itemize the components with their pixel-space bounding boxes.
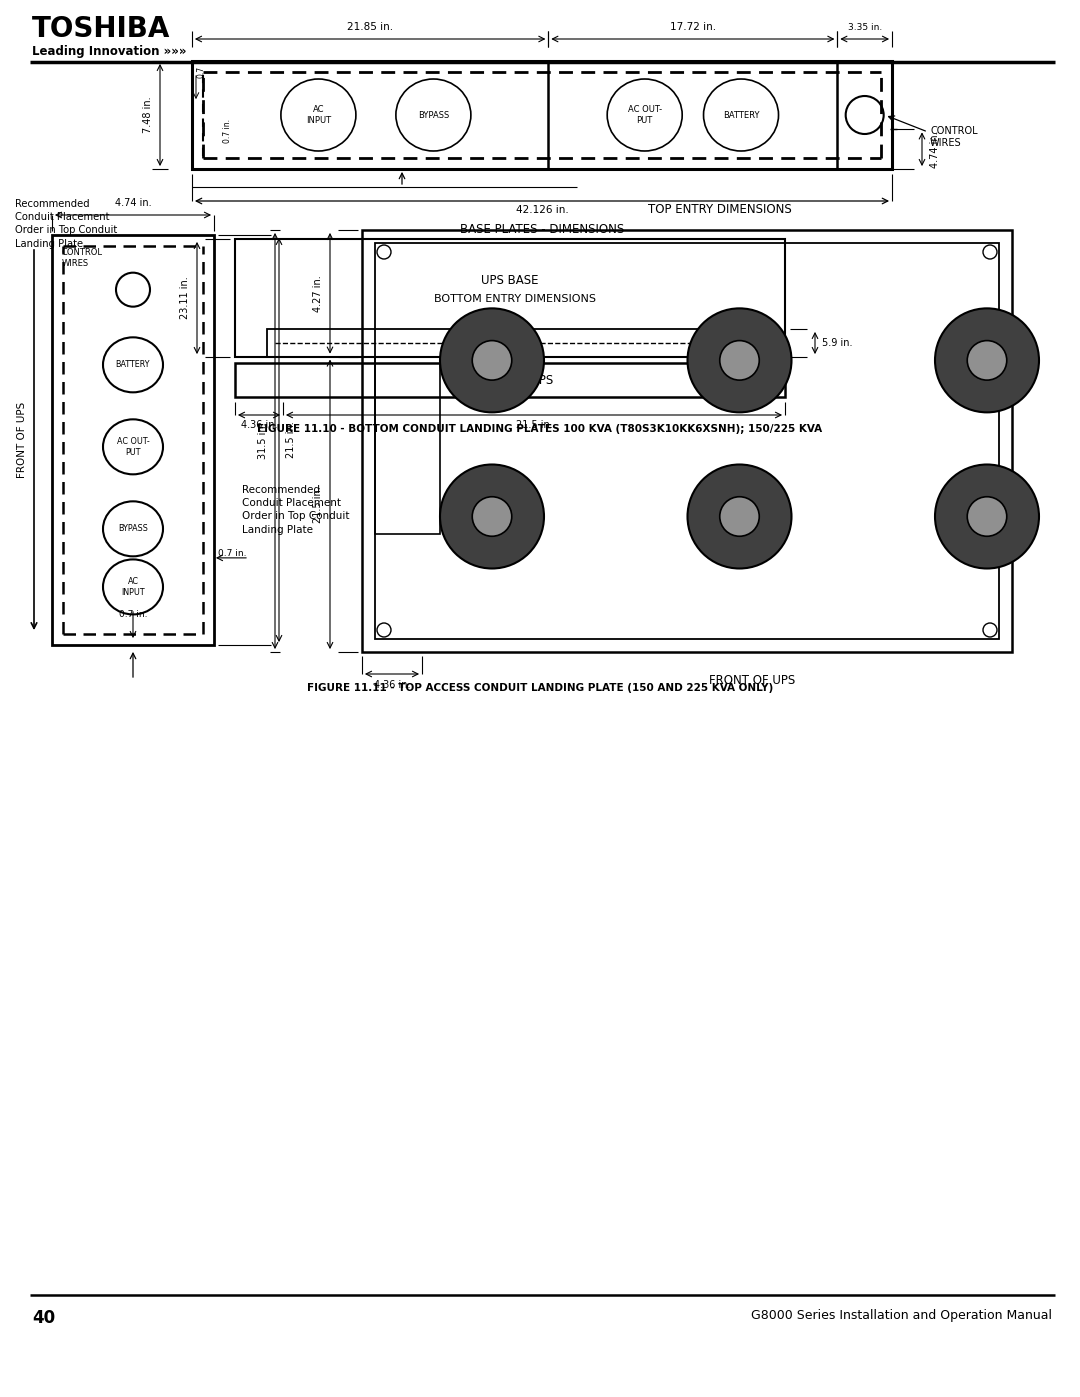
Text: 23.11 in.: 23.11 in. (180, 277, 190, 320)
Text: BATTERY: BATTERY (116, 360, 150, 369)
Circle shape (935, 464, 1039, 569)
Text: 0.7 in.: 0.7 in. (119, 610, 147, 619)
Text: 3.35 in.: 3.35 in. (848, 22, 881, 32)
Text: 4.36 in.: 4.36 in. (374, 680, 410, 690)
Text: BASE PLATES - DIMENSIONS: BASE PLATES - DIMENSIONS (460, 224, 624, 236)
Circle shape (440, 464, 544, 569)
Text: CONTROL
WIRES: CONTROL WIRES (62, 249, 103, 268)
Text: 21.5 in.: 21.5 in. (515, 420, 552, 430)
Circle shape (968, 341, 1007, 380)
Text: 4.74 in.: 4.74 in. (930, 131, 940, 168)
Circle shape (719, 497, 759, 536)
Text: AC
INPUT: AC INPUT (306, 105, 330, 124)
Circle shape (935, 309, 1039, 412)
Text: 7.48 in.: 7.48 in. (143, 96, 153, 133)
Text: Recommended
Conduit Placement
Order in Top Conduit
Landing Plate: Recommended Conduit Placement Order in T… (242, 485, 350, 535)
Text: FRONT OF UPS: FRONT OF UPS (17, 402, 27, 478)
Text: 0.7 in.: 0.7 in. (222, 119, 231, 144)
Text: BOTTOM ENTRY DIMENSIONS: BOTTOM ENTRY DIMENSIONS (433, 293, 595, 305)
Text: 0.7 in.: 0.7 in. (218, 549, 246, 559)
Text: BATTERY: BATTERY (723, 110, 759, 120)
Text: FIGURE 11.11 - TOP ACCESS CONDUIT LANDING PLATE (150 AND 225 KVA ONLY): FIGURE 11.11 - TOP ACCESS CONDUIT LANDIN… (307, 683, 773, 693)
Bar (192, 61, 892, 169)
Text: CONTROL
WIRES: CONTROL WIRES (930, 126, 977, 148)
Text: AC OUT-
PUT: AC OUT- PUT (117, 437, 149, 457)
Text: 31.5 in.: 31.5 in. (258, 423, 268, 460)
Text: FRONT OF UPS: FRONT OF UPS (708, 673, 795, 687)
Text: FRONT OF UPS: FRONT OF UPS (467, 373, 553, 387)
Circle shape (719, 341, 759, 380)
Text: BYPASS: BYPASS (418, 110, 449, 120)
Bar (52, 235, 214, 645)
Text: FIGURE 11.10 - BOTTOM CONDUIT LANDING PLATES 100 KVA (T80S3K10KK6XSNH); 150/225 : FIGURE 11.10 - BOTTOM CONDUIT LANDING PL… (257, 425, 823, 434)
Bar (235, 363, 785, 397)
Text: 21.85 in.: 21.85 in. (347, 22, 393, 32)
Text: 4.74 in.: 4.74 in. (114, 198, 151, 208)
Text: 0.7: 0.7 (195, 66, 205, 78)
Text: 4.27 in.: 4.27 in. (313, 275, 323, 312)
Text: 21.5 in.: 21.5 in. (286, 422, 296, 458)
Text: 42.126 in.: 42.126 in. (515, 205, 568, 215)
Circle shape (472, 497, 512, 536)
Bar (235, 239, 785, 358)
Text: 4.36 in.: 4.36 in. (241, 420, 278, 430)
Circle shape (688, 309, 792, 412)
Text: TOP ENTRY DIMENSIONS: TOP ENTRY DIMENSIONS (648, 203, 792, 217)
Text: AC OUT-
PUT: AC OUT- PUT (627, 105, 662, 124)
Text: Recommended
Conduit Placement
Order in Top Conduit
Landing Plate: Recommended Conduit Placement Order in T… (15, 198, 118, 249)
Bar (375, 243, 999, 638)
Bar (267, 330, 762, 358)
Text: G8000 Series Installation and Operation Manual: G8000 Series Installation and Operation … (751, 1309, 1052, 1322)
Bar (362, 231, 1012, 652)
Text: UPS BASE: UPS BASE (482, 274, 539, 286)
Circle shape (472, 341, 512, 380)
Text: 17.72 in.: 17.72 in. (670, 22, 716, 32)
Circle shape (440, 309, 544, 412)
Text: 5.9 in.: 5.9 in. (822, 338, 852, 348)
Bar (375, 356, 440, 534)
Text: TOSHIBA: TOSHIBA (32, 15, 171, 43)
Text: 40: 40 (32, 1309, 55, 1327)
Text: 21.5 in.: 21.5 in. (313, 486, 323, 522)
Text: BYPASS: BYPASS (118, 524, 148, 534)
Text: Leading Innovation »»»: Leading Innovation »»» (32, 45, 187, 59)
Circle shape (688, 464, 792, 569)
Text: AC
INPUT: AC INPUT (121, 577, 145, 597)
Circle shape (968, 497, 1007, 536)
